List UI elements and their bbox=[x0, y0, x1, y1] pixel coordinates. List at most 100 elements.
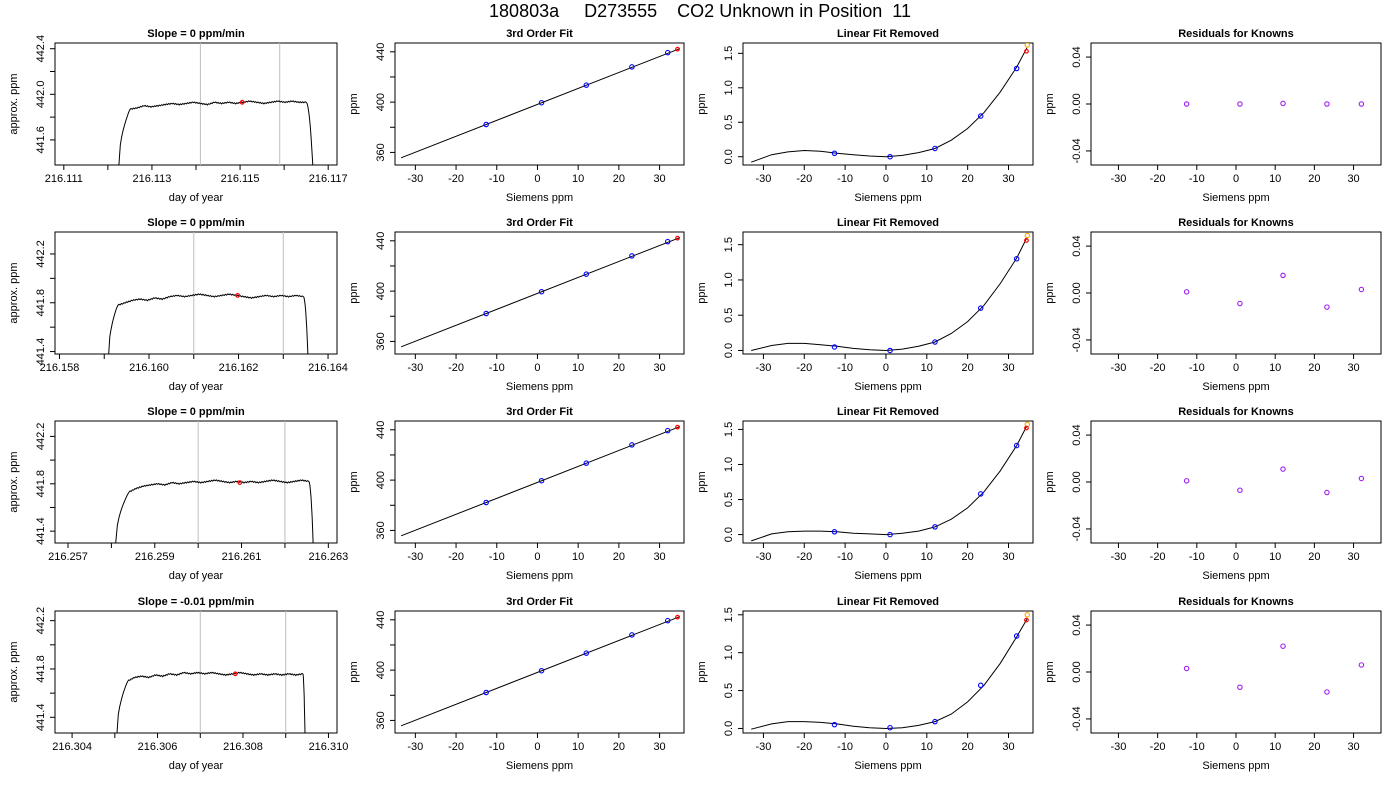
x-tick-label: 30 bbox=[653, 362, 665, 374]
x-tick-label: -30 bbox=[755, 741, 771, 753]
x-tick-label: 10 bbox=[921, 362, 933, 374]
y-tick-label: 0.00 bbox=[1071, 282, 1083, 303]
x-tick-label: 20 bbox=[1308, 741, 1320, 753]
y-tick-label: 1.0 bbox=[723, 645, 735, 660]
x-tick-label: -20 bbox=[796, 551, 812, 563]
known-point bbox=[629, 253, 635, 259]
fit-line bbox=[400, 48, 681, 159]
y-tick-label: 440 bbox=[375, 421, 387, 439]
chart-title: Linear Fit Removed bbox=[837, 406, 939, 418]
x-tick-label: -10 bbox=[1189, 551, 1205, 563]
known-point bbox=[977, 113, 984, 119]
x-tick-label: 216.263 bbox=[308, 551, 348, 563]
plot-frame bbox=[54, 420, 338, 544]
extrapolated-point bbox=[1024, 43, 1031, 48]
y-tick-label: 442.4 bbox=[35, 35, 47, 63]
known-point bbox=[887, 724, 893, 731]
x-tick-label: 216.164 bbox=[308, 362, 348, 374]
chart-panel-r2c2: 3rd Order Fit Siemens ppm ppm -30 -20 -10 0 10 2… bbox=[348, 217, 685, 393]
x-tick-label: 20 bbox=[613, 362, 625, 374]
known-point bbox=[538, 99, 545, 106]
x-tick-label: -30 bbox=[407, 362, 423, 374]
y-tick-label: -0.04 bbox=[1071, 516, 1083, 541]
chart-title: Residuals for Knowns bbox=[1178, 406, 1294, 418]
figure-title: 180803a D273555 CO2 Unknown in Position … bbox=[489, 1, 911, 21]
x-tick-label: -30 bbox=[1110, 173, 1126, 185]
x-tick-label: 20 bbox=[962, 741, 974, 753]
x-axis-label: Siemens ppm bbox=[1202, 570, 1269, 582]
known-point bbox=[664, 49, 671, 56]
x-tick-label: 30 bbox=[1347, 741, 1359, 753]
y-tick-label: 0.5 bbox=[723, 115, 735, 130]
x-tick-label: 0 bbox=[1233, 551, 1239, 563]
x-axis-label: Siemens ppm bbox=[1202, 192, 1269, 204]
y-tick-label: -0.04 bbox=[1071, 138, 1083, 163]
x-tick-label: 20 bbox=[962, 173, 974, 185]
known-point bbox=[664, 427, 671, 434]
x-tick-label: 0 bbox=[883, 551, 889, 563]
y-tick-label: 1.5 bbox=[723, 46, 735, 61]
x-tick-label: 216.308 bbox=[223, 741, 263, 753]
known-point bbox=[629, 442, 635, 448]
plot-area bbox=[1183, 466, 1365, 496]
plot-frame bbox=[54, 610, 338, 734]
known-point bbox=[932, 145, 938, 152]
known-point bbox=[483, 499, 489, 506]
plot-area bbox=[751, 232, 1031, 354]
x-tick-label: 0 bbox=[534, 173, 540, 185]
x-tick-label: 0 bbox=[534, 741, 540, 753]
fit-line bbox=[400, 237, 681, 348]
y-tick-label: 442.2 bbox=[35, 607, 47, 635]
plot-area bbox=[116, 611, 306, 733]
chart-title: Slope = 0 ppm/min bbox=[147, 28, 245, 40]
x-tick-label: -10 bbox=[489, 173, 505, 185]
residual-point bbox=[1237, 487, 1243, 493]
unknown-point bbox=[675, 235, 680, 241]
x-tick-label: 10 bbox=[572, 551, 584, 563]
y-axis-label: ppm bbox=[1044, 661, 1056, 682]
chart-title: Slope = -0.01 ppm/min bbox=[138, 596, 255, 608]
x-axis-label: Siemens ppm bbox=[506, 760, 573, 772]
known-point bbox=[629, 632, 635, 638]
x-tick-label: 30 bbox=[1347, 362, 1359, 374]
x-tick-label: 20 bbox=[613, 173, 625, 185]
known-point bbox=[538, 667, 545, 674]
x-tick-label: 10 bbox=[921, 741, 933, 753]
known-point bbox=[1013, 442, 1020, 449]
y-axis-label: ppm bbox=[696, 93, 708, 114]
x-tick-label: 20 bbox=[1308, 362, 1320, 374]
residual-point bbox=[1183, 478, 1190, 484]
residual-point bbox=[1237, 101, 1243, 107]
known-point bbox=[977, 491, 984, 497]
plot-area bbox=[1183, 272, 1365, 310]
y-tick-label: 0.04 bbox=[1071, 424, 1083, 445]
y-tick-label: -0.04 bbox=[1071, 706, 1083, 731]
y-tick-label: 1.5 bbox=[723, 237, 735, 252]
plot-frame bbox=[54, 231, 338, 355]
y-tick-label: 1.5 bbox=[723, 422, 735, 437]
x-tick-label: 30 bbox=[1002, 551, 1014, 563]
y-tick-label: 441.4 bbox=[35, 704, 47, 732]
x-tick-label: -30 bbox=[1110, 741, 1126, 753]
chart-panel-r1c2: 3rd Order Fit Siemens ppm ppm -30 -20 -10 0 10 2… bbox=[348, 28, 685, 204]
residual-point bbox=[1358, 286, 1365, 293]
x-tick-label: 30 bbox=[1347, 173, 1359, 185]
y-tick-label: 0.00 bbox=[1071, 93, 1083, 114]
known-point bbox=[1013, 256, 1020, 262]
plot-frame bbox=[1090, 231, 1382, 355]
chart-panel-r4c4: Residuals for Knowns Siemens ppm ppm -30 -20… bbox=[1044, 596, 1382, 772]
x-tick-label: 10 bbox=[1269, 741, 1281, 753]
x-tick-label: 20 bbox=[613, 551, 625, 563]
x-tick-label: 216.259 bbox=[135, 551, 175, 563]
x-tick-label: -30 bbox=[755, 362, 771, 374]
y-tick-label: 0.0 bbox=[723, 149, 735, 164]
residual-point bbox=[1280, 272, 1286, 279]
known-point bbox=[887, 531, 893, 538]
x-tick-label: -10 bbox=[837, 173, 853, 185]
x-tick-label: -20 bbox=[448, 741, 464, 753]
x-tick-label: 30 bbox=[1347, 551, 1359, 563]
y-tick-label: 441.4 bbox=[35, 517, 47, 545]
y-tick-label: 441.8 bbox=[35, 470, 47, 498]
x-tick-label: 10 bbox=[921, 551, 933, 563]
